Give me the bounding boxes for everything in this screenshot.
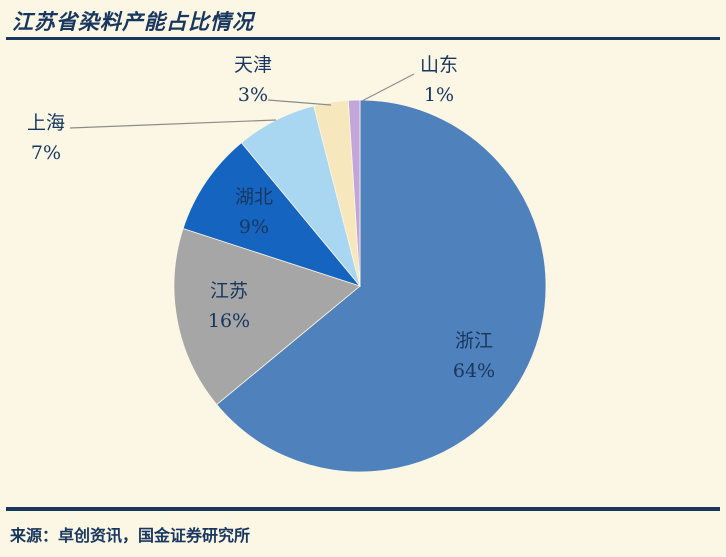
- label-jiangsu: 江苏 16%: [179, 276, 279, 336]
- label-shanghai: 上海 7%: [0, 108, 92, 168]
- title-underline: [6, 37, 720, 40]
- label-zhejiang-name: 浙江: [454, 330, 493, 352]
- label-tianjin-percent: 3%: [237, 84, 269, 106]
- label-hubei-name: 湖北: [234, 186, 273, 208]
- label-hubei: 湖北 9%: [204, 182, 304, 242]
- label-shanghai-name: 上海: [26, 112, 65, 134]
- leader-line-shandong: [361, 73, 415, 102]
- chart-title: 江苏省染料产能占比情况: [12, 9, 254, 34]
- label-tianjin: 天津 3%: [203, 50, 303, 110]
- source-note: 来源：卓创资讯，国金证券研究所: [10, 526, 251, 545]
- leader-lines: [69, 73, 415, 129]
- label-hubei-percent: 9%: [238, 216, 270, 238]
- label-tianjin-name: 天津: [233, 54, 272, 76]
- label-shandong: 山东 1%: [389, 50, 489, 110]
- label-jiangsu-percent: 16%: [207, 310, 251, 332]
- pie-slice-浙江: [216, 99, 547, 473]
- footer-rule: [6, 507, 720, 511]
- pie-slice-湖北: [182, 142, 362, 287]
- leader-line-shanghai: [69, 119, 277, 129]
- label-shandong-percent: 1%: [423, 84, 455, 106]
- pie-slice-山东: [347, 99, 361, 287]
- label-shanghai-percent: 7%: [30, 142, 62, 164]
- label-shandong-name: 山东: [419, 54, 458, 76]
- label-zhejiang-percent: 64%: [452, 360, 496, 382]
- label-zhejiang: 浙江 64%: [424, 326, 524, 386]
- pie-slice-江苏: [173, 228, 361, 406]
- label-jiangsu-name: 江苏: [209, 280, 248, 302]
- leader-line-tianjin: [267, 99, 332, 106]
- pie-slices: [173, 99, 547, 473]
